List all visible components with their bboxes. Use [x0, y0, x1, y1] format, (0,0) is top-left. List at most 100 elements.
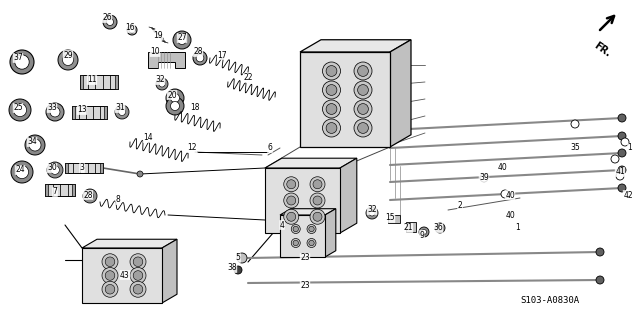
Circle shape	[309, 240, 314, 246]
Text: 31: 31	[115, 103, 125, 113]
Circle shape	[307, 225, 316, 234]
Circle shape	[137, 171, 143, 177]
Text: 25: 25	[13, 103, 23, 113]
Circle shape	[10, 50, 34, 74]
Circle shape	[354, 62, 372, 80]
Text: 39: 39	[479, 174, 489, 182]
Text: 18: 18	[190, 103, 200, 113]
Circle shape	[102, 268, 118, 284]
Circle shape	[50, 107, 60, 117]
Circle shape	[419, 227, 429, 237]
Text: 29: 29	[63, 50, 73, 60]
Circle shape	[193, 51, 207, 65]
Circle shape	[196, 54, 204, 62]
Circle shape	[287, 212, 296, 221]
Polygon shape	[82, 239, 177, 248]
Circle shape	[323, 62, 340, 80]
Circle shape	[133, 285, 143, 294]
Text: 7: 7	[52, 188, 58, 197]
Circle shape	[326, 85, 337, 95]
Circle shape	[480, 174, 488, 182]
Circle shape	[166, 89, 184, 107]
Circle shape	[166, 97, 184, 115]
Circle shape	[326, 104, 337, 115]
Text: 9: 9	[420, 231, 424, 240]
Bar	[65, 163, 103, 173]
Circle shape	[102, 254, 118, 270]
Circle shape	[118, 108, 125, 115]
Text: S103-A0830A: S103-A0830A	[520, 296, 579, 305]
Circle shape	[237, 253, 247, 263]
Circle shape	[170, 101, 179, 110]
Circle shape	[15, 165, 29, 179]
Circle shape	[310, 177, 325, 192]
Text: 23: 23	[300, 254, 310, 263]
Circle shape	[173, 31, 191, 49]
Circle shape	[159, 81, 165, 87]
Circle shape	[358, 66, 369, 76]
Polygon shape	[148, 52, 185, 68]
Text: 2: 2	[458, 201, 462, 210]
Circle shape	[25, 135, 45, 155]
Text: 38: 38	[227, 263, 237, 272]
Circle shape	[326, 66, 337, 76]
Text: 1: 1	[516, 224, 520, 233]
Circle shape	[13, 103, 27, 117]
Circle shape	[358, 122, 369, 133]
Bar	[406, 222, 416, 232]
Circle shape	[284, 177, 299, 192]
Text: 35: 35	[570, 144, 580, 152]
Circle shape	[105, 271, 115, 280]
Circle shape	[105, 285, 115, 294]
Polygon shape	[300, 40, 411, 52]
Bar	[388, 215, 400, 223]
Circle shape	[354, 81, 372, 99]
Circle shape	[358, 85, 369, 95]
Text: 33: 33	[47, 103, 57, 113]
Circle shape	[115, 105, 129, 119]
Circle shape	[354, 119, 372, 137]
Text: 6: 6	[268, 144, 273, 152]
Text: 1: 1	[628, 144, 632, 152]
Text: 19: 19	[153, 31, 163, 40]
Text: 30: 30	[47, 164, 57, 173]
Circle shape	[106, 19, 113, 26]
Circle shape	[358, 104, 369, 115]
Bar	[104, 106, 107, 118]
Circle shape	[435, 223, 445, 233]
Circle shape	[618, 166, 626, 174]
Circle shape	[105, 257, 115, 267]
Bar	[80, 75, 118, 89]
Circle shape	[596, 248, 604, 256]
Circle shape	[501, 190, 509, 198]
Text: 37: 37	[13, 54, 23, 63]
Circle shape	[130, 254, 146, 270]
Text: 27: 27	[177, 33, 187, 42]
Circle shape	[571, 120, 579, 128]
Text: 24: 24	[15, 166, 25, 174]
Polygon shape	[390, 40, 411, 147]
Polygon shape	[280, 215, 325, 257]
Circle shape	[58, 50, 78, 70]
Circle shape	[47, 162, 63, 178]
Circle shape	[177, 35, 186, 44]
Circle shape	[323, 100, 340, 118]
Text: FR.: FR.	[592, 40, 612, 58]
Bar	[72, 106, 107, 118]
Polygon shape	[340, 158, 357, 233]
Circle shape	[438, 226, 442, 231]
Text: 15: 15	[385, 213, 395, 222]
Circle shape	[130, 268, 146, 284]
Text: 21: 21	[403, 224, 413, 233]
Circle shape	[102, 281, 118, 297]
Circle shape	[313, 180, 322, 189]
Circle shape	[234, 266, 242, 274]
Circle shape	[287, 196, 296, 205]
Circle shape	[127, 25, 137, 35]
Circle shape	[129, 27, 135, 33]
Circle shape	[51, 166, 60, 174]
Bar	[45, 184, 48, 196]
Text: 10: 10	[150, 48, 160, 56]
Polygon shape	[265, 168, 340, 233]
Circle shape	[86, 192, 93, 199]
